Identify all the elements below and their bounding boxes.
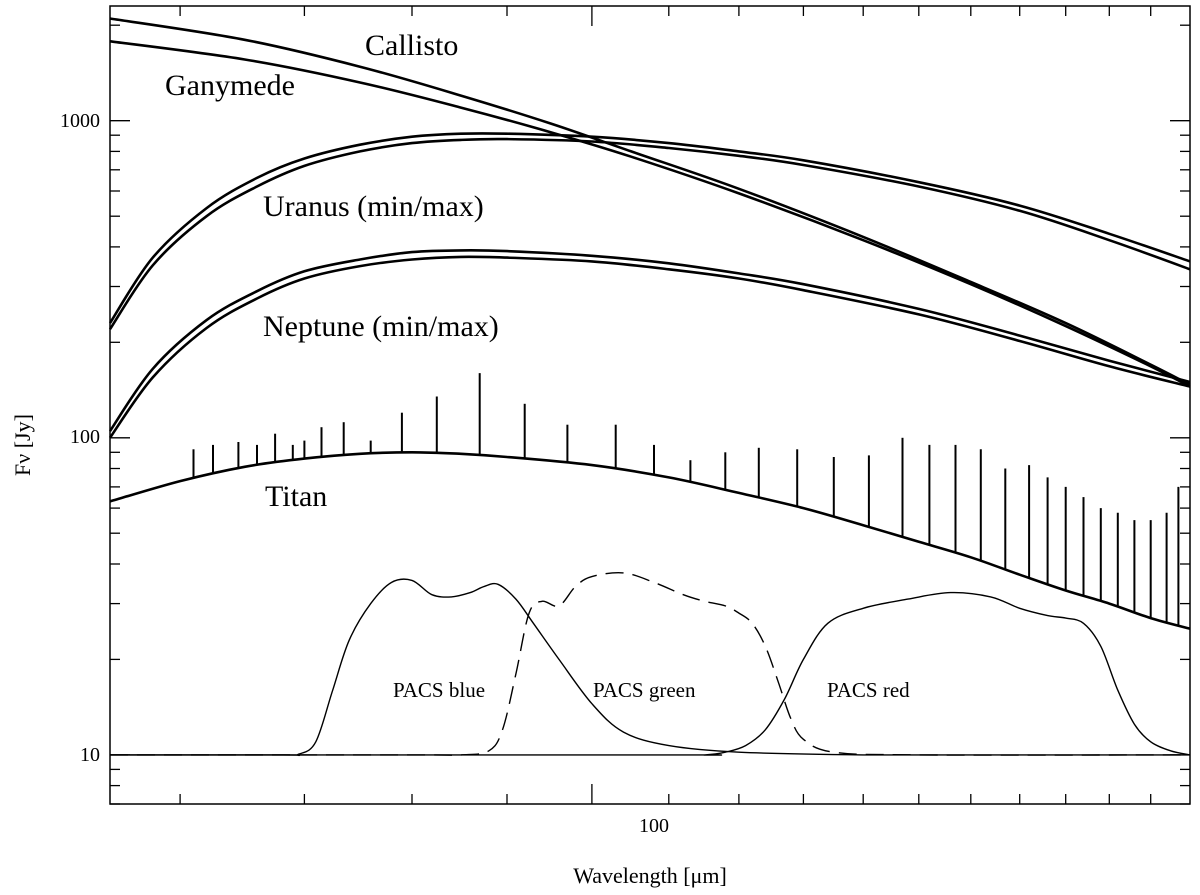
label-pacs-blue: PACS blue xyxy=(393,678,485,702)
series-pacs-blue xyxy=(109,578,1190,757)
y-tick-label-1000: 1000 xyxy=(60,110,100,132)
x-tick-label-100: 100 xyxy=(639,815,669,837)
y-axis-title: Fν [Jy] xyxy=(10,414,35,476)
series-pacs-red xyxy=(109,591,1191,756)
label-pacs-green: PACS green xyxy=(593,678,696,702)
series-titan xyxy=(109,451,1191,630)
series-neptune-min xyxy=(108,255,1191,439)
series-callisto xyxy=(109,17,1191,386)
label-pacs-red: PACS red xyxy=(827,678,910,702)
x-axis-title: Wavelength [μm] xyxy=(573,863,727,888)
series-uranus-max xyxy=(108,132,1191,324)
series-uranus-min xyxy=(108,137,1191,330)
series-group xyxy=(108,17,1191,757)
label-ganymede: Ganymede xyxy=(165,69,295,102)
label-uranus: Uranus (min/max) xyxy=(263,190,484,223)
label-callisto: Callisto xyxy=(365,29,458,62)
y-tick-label-100: 100 xyxy=(70,426,100,448)
series-pacs-green xyxy=(109,571,1191,756)
label-neptune: Neptune (min/max) xyxy=(263,310,499,343)
plot-frame xyxy=(109,5,1191,805)
axis-ticks xyxy=(110,6,1190,805)
titan-emission-lines xyxy=(192,373,1180,626)
label-titan: Titan xyxy=(265,480,327,513)
y-tick-label-10: 10 xyxy=(80,744,100,766)
series-ganymede xyxy=(109,40,1191,388)
series-neptune-max xyxy=(108,248,1191,432)
